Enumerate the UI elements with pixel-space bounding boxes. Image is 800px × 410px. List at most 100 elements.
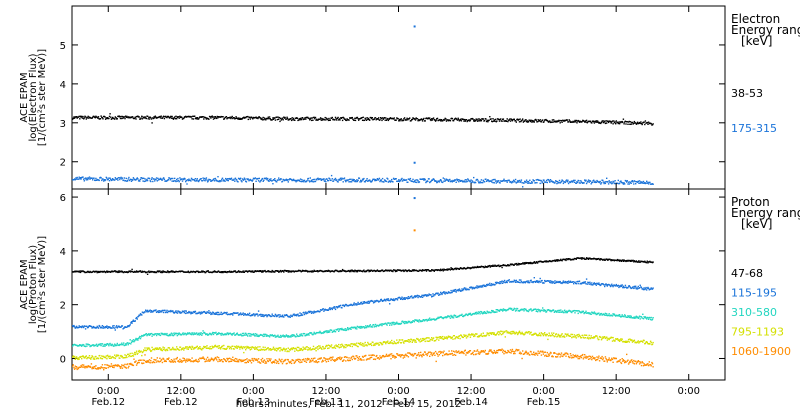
data-point — [268, 178, 271, 181]
data-point — [632, 286, 634, 288]
data-point — [646, 318, 648, 320]
data-point — [624, 315, 627, 317]
data-point — [315, 350, 317, 352]
data-point — [203, 271, 206, 273]
data-point — [529, 281, 531, 284]
data-point — [533, 180, 535, 182]
data-point — [83, 178, 85, 180]
data-point — [533, 262, 535, 264]
data-point — [482, 313, 484, 315]
data-point — [227, 333, 229, 336]
data-point — [123, 179, 125, 181]
data-point — [403, 298, 405, 300]
data-point — [190, 177, 193, 180]
data-point — [285, 348, 288, 350]
data-point — [211, 313, 213, 315]
data-point — [529, 309, 531, 311]
data-point — [298, 335, 300, 337]
data-point — [145, 117, 147, 120]
data-point — [404, 320, 406, 323]
data-point — [224, 180, 226, 182]
data-point — [116, 342, 118, 345]
data-point — [258, 116, 260, 118]
data-point — [322, 179, 324, 181]
data-point — [360, 327, 362, 329]
data-point — [607, 120, 609, 122]
data-point — [539, 310, 541, 313]
data-point — [130, 270, 133, 272]
data-point — [490, 180, 492, 182]
data-point — [206, 311, 209, 313]
data-point — [91, 355, 93, 357]
data-point — [578, 280, 581, 282]
data-point — [650, 287, 652, 289]
data-point — [378, 177, 381, 180]
data-point — [505, 280, 508, 282]
data-point — [509, 120, 512, 122]
data-point — [628, 316, 630, 319]
data-point — [314, 348, 316, 350]
data-point — [640, 316, 643, 318]
data-point — [613, 313, 616, 315]
data-point — [365, 119, 368, 121]
data-point — [394, 270, 397, 273]
data-point — [428, 178, 430, 180]
data-point — [305, 311, 307, 313]
data-point — [151, 122, 153, 124]
data-point — [337, 346, 339, 348]
data-point — [209, 179, 211, 181]
data-point — [350, 181, 353, 183]
data-point — [190, 311, 193, 313]
data-point — [277, 179, 279, 181]
data-point — [243, 314, 245, 316]
data-point — [644, 120, 647, 122]
data-point — [102, 178, 104, 180]
data-point — [248, 314, 250, 316]
data-point — [425, 270, 428, 272]
data-point — [354, 180, 357, 182]
data-point — [330, 345, 332, 348]
data-point — [640, 286, 643, 289]
data-point — [637, 317, 639, 319]
data-point — [551, 121, 553, 123]
data-point — [321, 309, 323, 311]
data-point — [134, 351, 136, 354]
data-point — [166, 349, 169, 352]
data-point — [79, 177, 82, 179]
data-point — [423, 320, 426, 322]
data-point — [186, 116, 189, 118]
data-point — [400, 322, 402, 324]
data-point — [612, 285, 614, 288]
data-point — [437, 119, 439, 122]
data-point — [124, 344, 126, 346]
data-point — [389, 181, 392, 183]
data-point — [576, 310, 579, 312]
data-point — [304, 270, 306, 272]
data-point — [290, 270, 292, 272]
data-point — [252, 333, 255, 335]
data-point — [638, 287, 641, 289]
data-point — [430, 319, 432, 321]
data-point — [185, 333, 187, 335]
data-point — [301, 270, 303, 272]
data-point — [100, 115, 102, 117]
data-point — [565, 180, 567, 182]
data-point — [81, 115, 83, 118]
data-point — [151, 311, 153, 313]
data-point — [128, 355, 130, 358]
data-point — [296, 333, 298, 335]
data-point — [650, 122, 652, 125]
data-point — [345, 346, 347, 349]
data-point — [130, 321, 133, 323]
data-point — [235, 333, 237, 336]
data-point — [582, 311, 584, 313]
data-point — [301, 179, 303, 181]
data-point — [365, 302, 368, 304]
data-point — [253, 347, 255, 349]
data-point — [166, 115, 169, 118]
data-point — [316, 118, 318, 120]
data-point — [392, 181, 394, 183]
data-point — [226, 271, 228, 274]
data-point — [161, 271, 164, 274]
data-point — [177, 348, 180, 351]
